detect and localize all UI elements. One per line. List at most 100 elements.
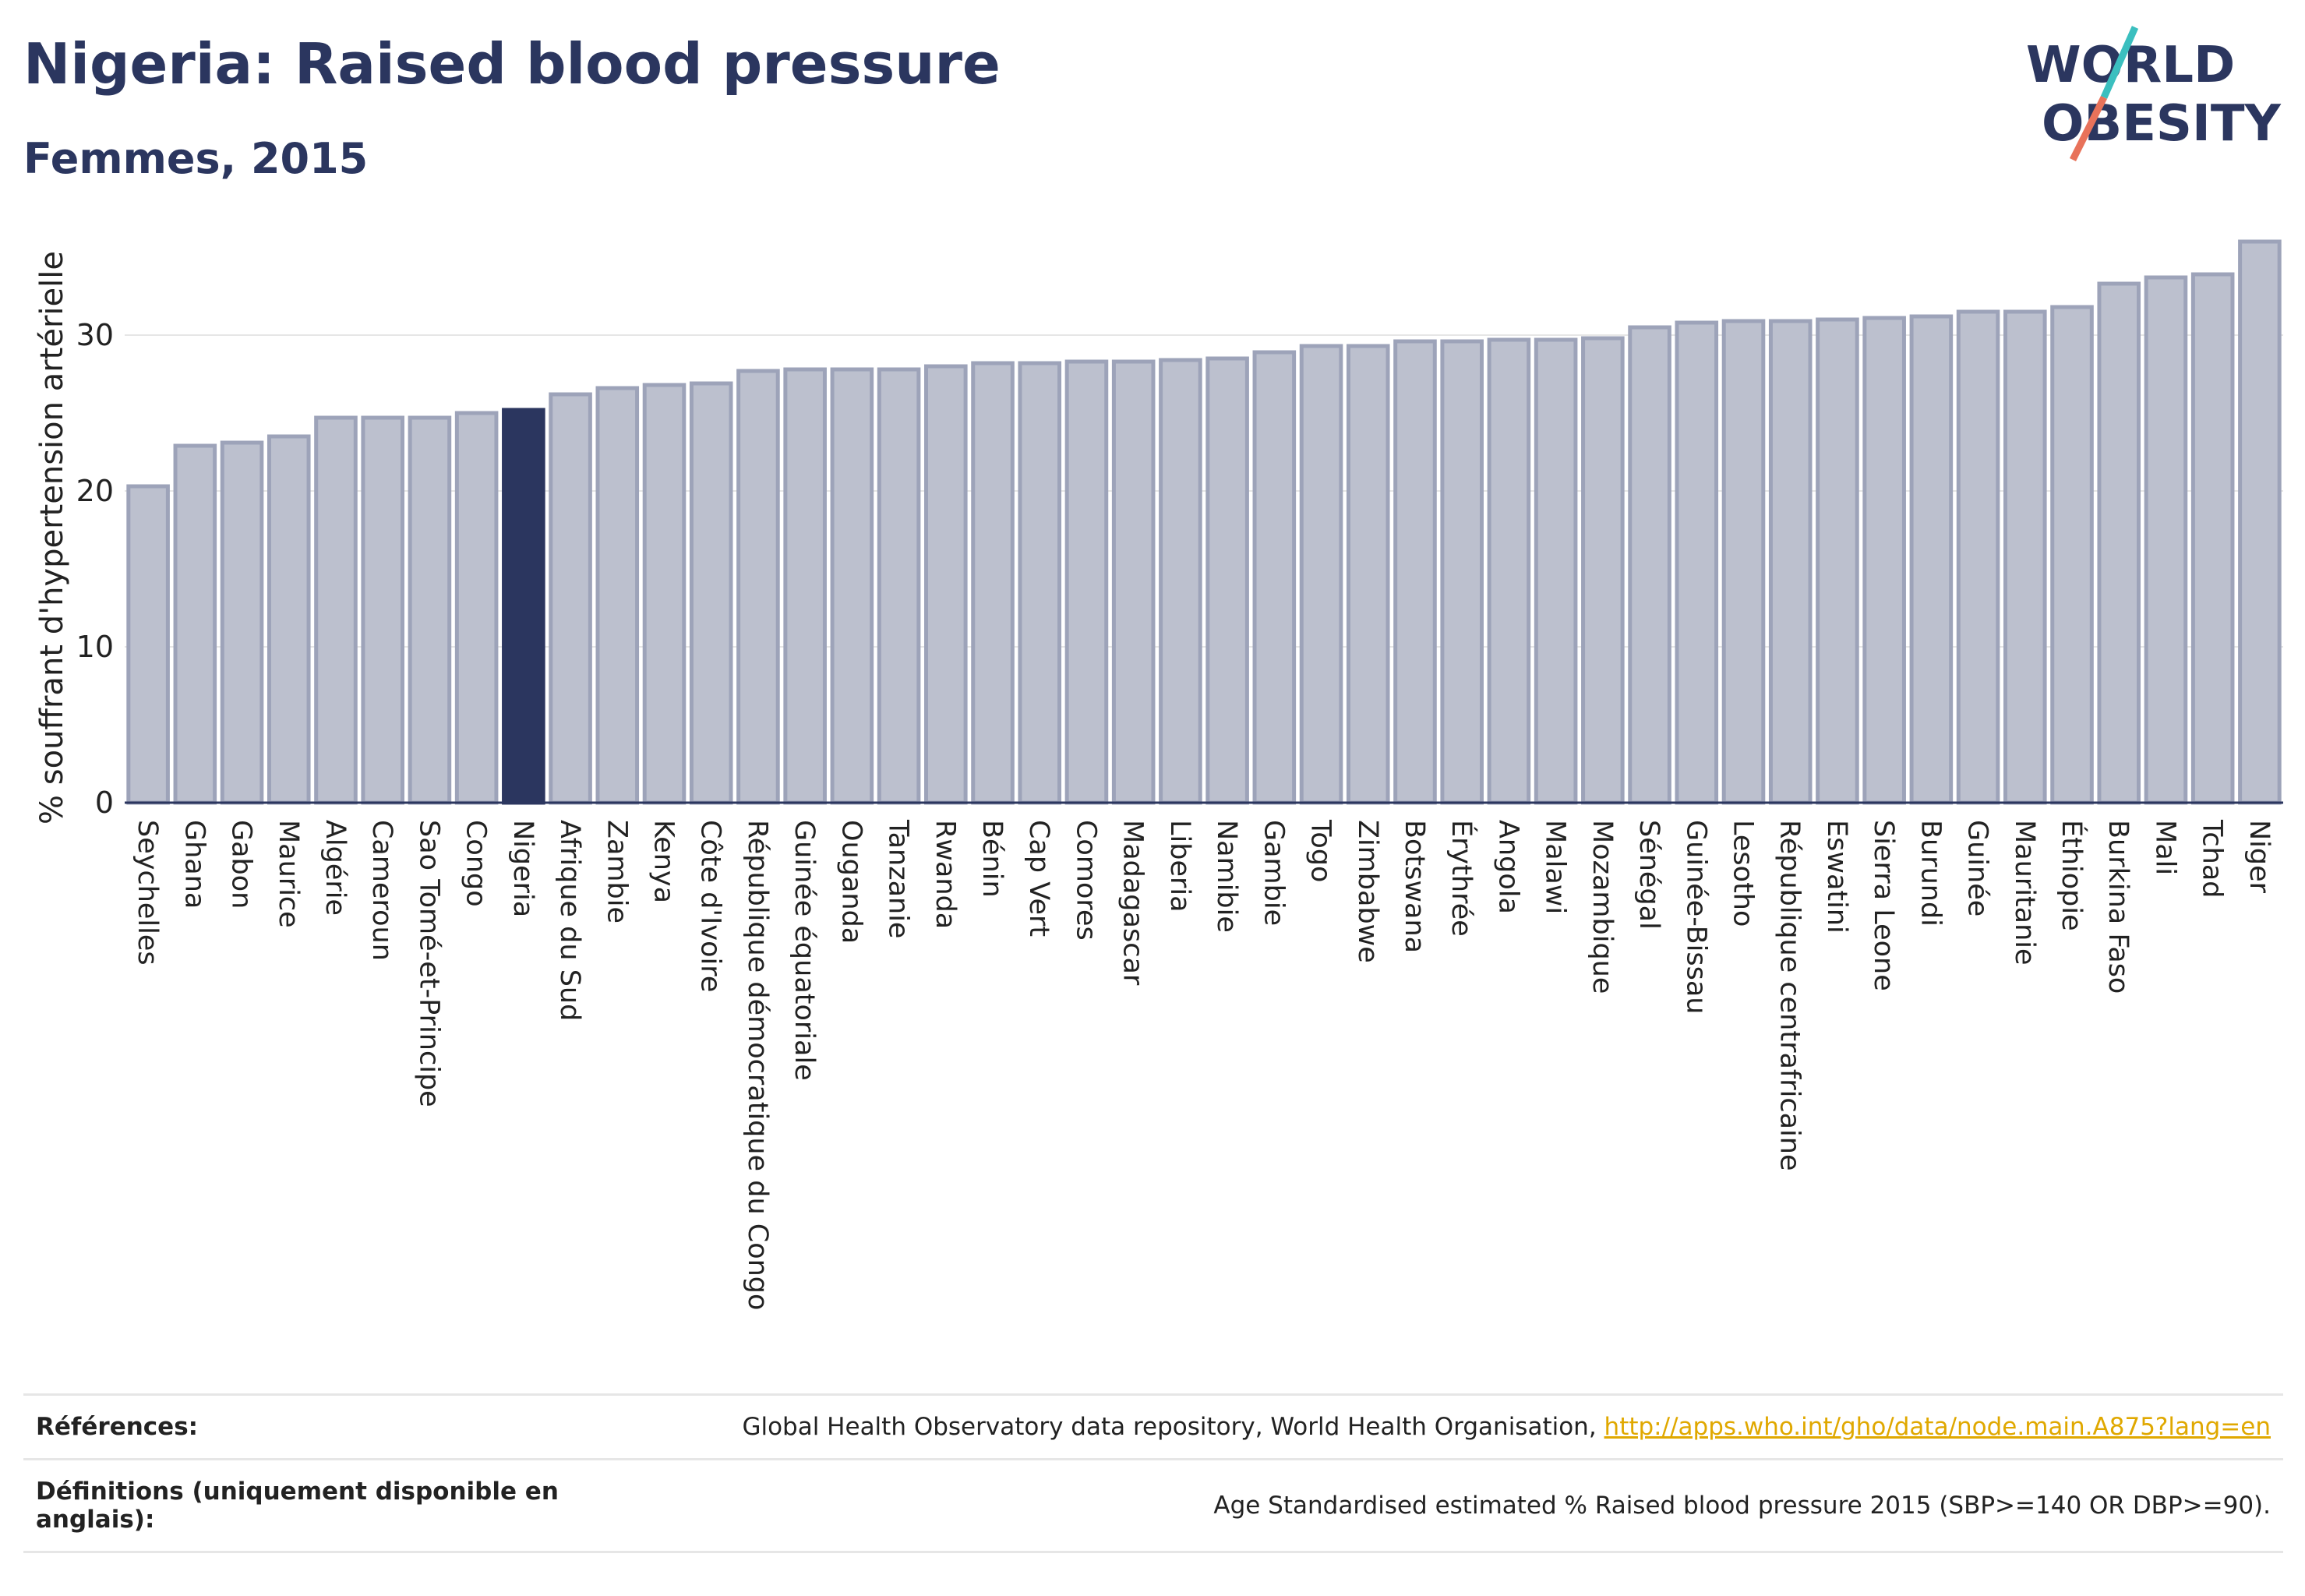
x-tick-label: Congo xyxy=(461,820,492,907)
bar-Kenya xyxy=(642,383,687,805)
x-tick-label: Tanzanie xyxy=(883,819,914,938)
x-tick-label: Gambie xyxy=(1258,820,1289,926)
bar-Congo xyxy=(454,411,499,805)
bar-Zambie xyxy=(595,386,640,805)
x-tick-label: Zimbabwe xyxy=(1352,820,1383,963)
y-axis-label: % souffrant d'hypertension artérielle xyxy=(34,251,70,824)
world-obesity-logo: WORLD OBESITY xyxy=(2026,26,2281,162)
logo-slash-top xyxy=(2100,26,2139,99)
bar-Mozambique xyxy=(1581,336,1625,805)
references-label: Références: xyxy=(23,1393,578,1460)
bar-Ouganda xyxy=(830,367,874,805)
x-tick-label: Sénégal xyxy=(1633,820,1664,930)
x-tick-label: Mauritanie xyxy=(2009,820,2040,966)
x-tick-label: Seychelles xyxy=(132,820,163,966)
bar-Malawi xyxy=(1534,337,1578,805)
x-tick-label: Tchad xyxy=(2197,819,2228,899)
x-tick-label: Cap Vert xyxy=(1023,820,1054,937)
bar-Comores xyxy=(1064,359,1109,805)
bar-République centrafricaine xyxy=(1768,319,1813,805)
x-tick-label: Burundi xyxy=(1915,820,1946,927)
bar-Tanzanie xyxy=(877,367,921,805)
x-tick-label: Botswana xyxy=(1399,820,1430,953)
bar-Cap Vert xyxy=(1018,361,1062,805)
bar-Érythrée xyxy=(1440,339,1484,805)
bar-Namibie xyxy=(1205,356,1249,805)
bar-Ghana xyxy=(173,443,217,805)
x-tick-label: Togo xyxy=(1305,819,1336,882)
x-tick-label: Éthiopie xyxy=(2056,820,2088,931)
x-tick-label: Mali xyxy=(2149,820,2180,875)
y-tick-label: 20 xyxy=(76,474,114,508)
x-tick-label: Namibie xyxy=(1211,820,1242,933)
y-tick-label: 30 xyxy=(76,318,114,352)
x-tick-label: Sierra Leone xyxy=(1868,820,1899,991)
logo-slash-bottom xyxy=(2069,95,2108,162)
bar-Gabon xyxy=(220,440,264,805)
y-tick-label: 0 xyxy=(95,786,114,820)
bar-République démocratique du Congo xyxy=(736,369,780,805)
references-row: Références: Global Health Observatory da… xyxy=(23,1393,2283,1460)
bar-Madagascar xyxy=(1111,359,1156,805)
bar-Togo xyxy=(1299,344,1343,805)
definitions-label: Définitions (uniquement disponible en an… xyxy=(23,1458,578,1553)
y-axis-ticks: 0 10 20 30 xyxy=(76,318,114,820)
bar-chart: 0 10 20 30 Seychelles Ghana Gabon Maurice Algér… xyxy=(34,239,2283,1310)
x-tick-label: Comores xyxy=(1070,820,1101,941)
bar-Sierra Leone xyxy=(1862,316,1906,805)
x-tick-label: Liberia xyxy=(1164,820,1195,913)
bar-Nigeria xyxy=(502,408,545,805)
bar-Angola xyxy=(1487,337,1531,805)
x-tick-label: Nigeria xyxy=(507,820,538,917)
x-tick-label: Rwanda xyxy=(930,820,961,929)
bar-Côte d'Ivoire xyxy=(689,381,733,805)
x-tick-label: Niger xyxy=(2243,820,2275,894)
x-tick-label: Algérie xyxy=(319,820,351,916)
bar-Gambie xyxy=(1252,350,1297,805)
x-tick-label: Burkina Faso xyxy=(2102,820,2134,994)
bar-Afrique du Sud xyxy=(549,392,592,805)
definitions-text: Age Standardised estimated % Raised bloo… xyxy=(578,1458,2283,1553)
bar-Guinée xyxy=(1956,309,2000,805)
bar-Sao Tomé-et-Principe xyxy=(408,415,452,805)
bar-Tchad xyxy=(2190,272,2235,805)
definitions-row: Définitions (uniquement disponible en an… xyxy=(23,1458,2283,1553)
chart-title: Nigeria: Raised blood pressure xyxy=(23,31,1001,97)
x-tick-label: Afrique du Sud xyxy=(554,820,585,1021)
x-tick-label: Zambie xyxy=(601,820,632,923)
references-value: Global Health Observatory data repositor… xyxy=(578,1393,2283,1460)
bar-Guinée équatoriale xyxy=(783,367,827,805)
chart-subtitle: Femmes, 2015 xyxy=(23,134,369,183)
bar-Cameroun xyxy=(361,415,404,805)
x-tick-label: Mozambique xyxy=(1587,820,1618,994)
x-tick-label: Guinée équatoriale xyxy=(789,820,820,1081)
x-tick-label: Gabon xyxy=(226,820,257,909)
bar-Sénégal xyxy=(1628,325,1671,805)
x-tick-label: Guinée xyxy=(1962,820,1993,916)
bar-Guinée-Bissau xyxy=(1675,320,1719,805)
bar-Eswatini xyxy=(1816,317,1859,805)
references-link[interactable]: http://apps.who.int/gho/data/node.main.A… xyxy=(1604,1413,2271,1441)
bar-Niger xyxy=(2238,239,2282,805)
bar-Zimbabwe xyxy=(1346,344,1390,805)
reference-table: Références: Global Health Observatory da… xyxy=(23,1393,2283,1553)
x-tick-label: Sao Tomé-et-Principe xyxy=(413,820,444,1107)
x-tick-label: Malawi xyxy=(1540,820,1571,914)
x-tick-label: Lesotho xyxy=(1728,820,1759,927)
x-tick-label: Eswatini xyxy=(1821,820,1852,934)
bar-Mauritanie xyxy=(2003,309,2047,805)
y-tick-label: 10 xyxy=(76,630,114,664)
x-tick-label: Ghana xyxy=(178,820,210,909)
x-tick-label: Madagascar xyxy=(1117,820,1149,986)
bar-Rwanda xyxy=(924,364,968,805)
bar-Botswana xyxy=(1393,339,1437,805)
bar-Mali xyxy=(2144,275,2188,805)
bar-Seychelles xyxy=(126,484,170,805)
references-text: Global Health Observatory data repositor… xyxy=(742,1413,1604,1441)
x-tick-label: Maurice xyxy=(273,820,304,928)
x-tick-label: Guinée-Bissau xyxy=(1680,820,1711,1015)
bar-Éthiopie xyxy=(2050,305,2094,805)
bars xyxy=(126,239,2282,805)
x-tick-label: Ouganda xyxy=(835,820,867,944)
x-tick-label: Bénin xyxy=(976,820,1008,898)
